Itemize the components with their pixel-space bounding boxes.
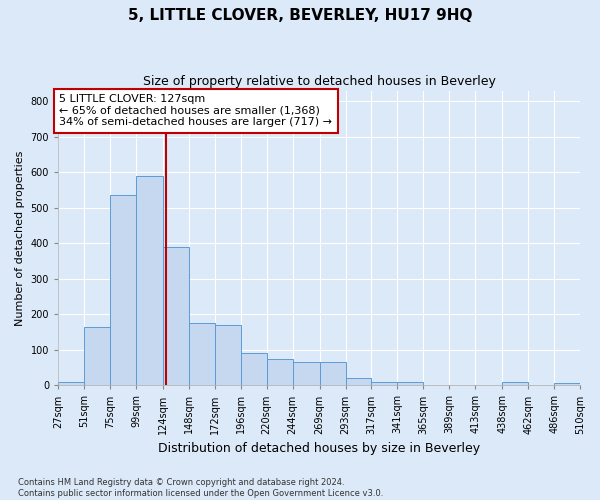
Bar [293, 362, 320, 386]
Text: 5, LITTLE CLOVER, BEVERLEY, HU17 9HQ: 5, LITTLE CLOVER, BEVERLEY, HU17 9HQ [128, 8, 472, 22]
Bar [554, 384, 580, 386]
Title: Size of property relative to detached houses in Beverley: Size of property relative to detached ho… [143, 75, 496, 88]
Bar [502, 382, 528, 386]
X-axis label: Distribution of detached houses by size in Beverley: Distribution of detached houses by size … [158, 442, 480, 455]
Bar [266, 358, 293, 386]
Bar [163, 247, 189, 386]
Bar [189, 323, 215, 386]
Bar [136, 176, 163, 386]
Text: 5 LITTLE CLOVER: 127sqm
← 65% of detached houses are smaller (1,368)
34% of semi: 5 LITTLE CLOVER: 127sqm ← 65% of detache… [59, 94, 332, 128]
Bar [215, 325, 241, 386]
Bar [84, 328, 110, 386]
Y-axis label: Number of detached properties: Number of detached properties [15, 150, 25, 326]
Bar [320, 362, 346, 386]
Bar [110, 196, 136, 386]
Bar [371, 382, 397, 386]
Bar [241, 354, 266, 386]
Bar [397, 382, 424, 386]
Text: Contains HM Land Registry data © Crown copyright and database right 2024.
Contai: Contains HM Land Registry data © Crown c… [18, 478, 383, 498]
Bar [58, 382, 84, 386]
Bar [346, 378, 371, 386]
